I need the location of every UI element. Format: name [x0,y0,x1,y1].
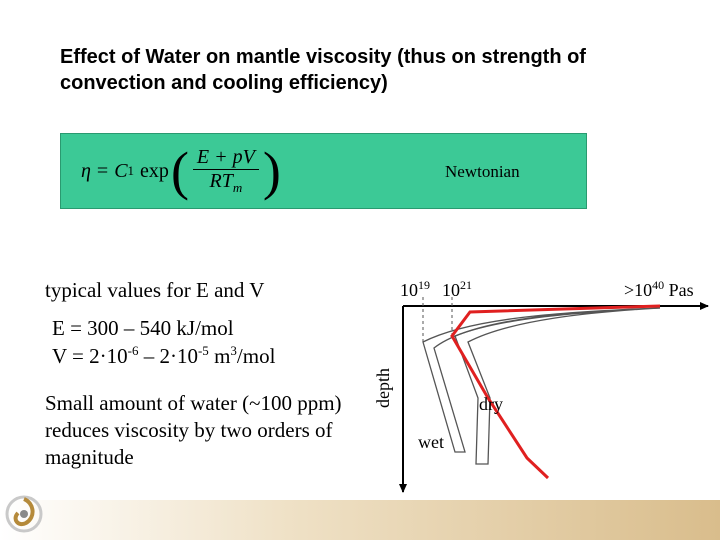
formula-equals: = [96,159,109,182]
depth-label: depth [373,368,393,408]
footer-bar [0,500,720,540]
formula-eta: η [81,159,91,182]
activation-energy-text: E = 300 – 540 kJ/mol [52,316,234,340]
tick-1e40: >1040 Pas [624,278,694,300]
newtonian-label: Newtonian [445,162,520,181]
slide-title: Effect of Water on mantle viscosity (thu… [60,46,586,94]
formula-c-subscript: 1 [127,163,135,178]
formula-c: C [114,159,128,182]
wet-label: wet [418,432,444,452]
formula-exp: exp [140,159,169,182]
tick-1e19: 1019 [400,278,430,300]
formula-denominator: RTm [209,170,243,195]
viscosity-depth-plot: 1019 1021 >1040 Pas depth dry wet [373,278,709,493]
gray-curve [454,307,661,465]
dry-curve [450,304,661,480]
tick-1e21: 1021 [442,278,472,300]
typical-values-heading: typical values for E and V [45,278,265,302]
water-effect-text: Small amount of water (~100 ppm) reduces… [45,391,342,469]
formula-fraction: E + pV RTm [192,146,259,196]
activation-volume-text: V = 2·10-6 – 2·10-5 m3/mol [52,343,276,368]
swirl-logo-icon [5,495,43,533]
dry-label: dry [479,394,503,414]
formula-numerator: E + pV [192,146,259,170]
